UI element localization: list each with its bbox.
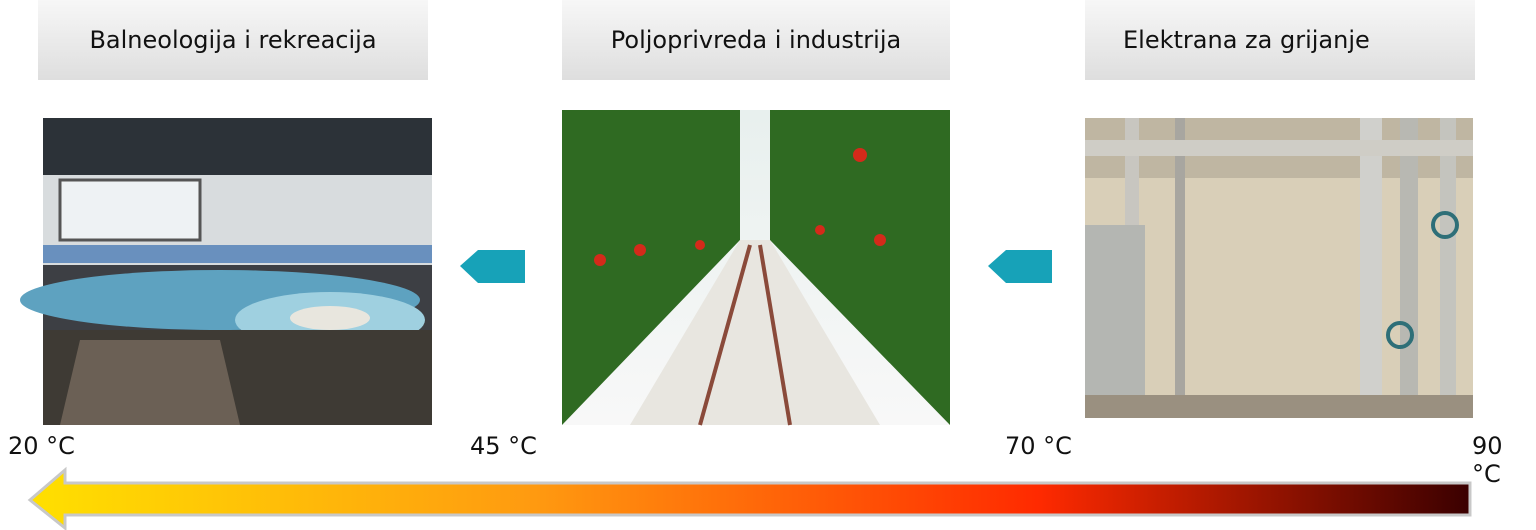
temperature-label: 45 °C [470, 432, 537, 460]
temperature-label: 20 °C [8, 432, 75, 460]
photo-pipes [1085, 118, 1473, 418]
flow-arrow [988, 250, 1052, 283]
page: Balneologija i rekreacija Poljoprivreda … [0, 0, 1536, 530]
temperature-arrow [30, 470, 1470, 528]
temperature-label: 90 °C [1472, 432, 1536, 488]
flow-arrow [460, 250, 525, 283]
diagram [0, 0, 1536, 530]
temperature-label: 70 °C [1005, 432, 1072, 460]
photo-greenhouse [562, 110, 950, 425]
photo-pool [20, 118, 432, 425]
